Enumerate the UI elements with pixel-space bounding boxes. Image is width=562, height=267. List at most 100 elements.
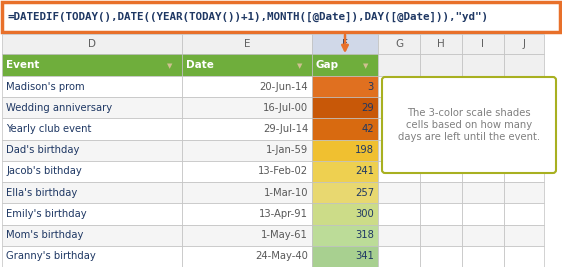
Bar (2, 97, 182, 119)
Text: Gap: Gap (316, 60, 339, 70)
Bar (462, 225, 504, 246)
Bar (182, 119, 312, 140)
Bar (504, 97, 544, 119)
Text: ▼: ▼ (363, 63, 369, 69)
Bar (378, 54, 420, 76)
Bar (312, 97, 378, 119)
Bar (378, 246, 420, 267)
Text: I: I (482, 39, 484, 49)
Bar (182, 225, 312, 246)
Bar (462, 182, 504, 203)
Bar (2, 203, 182, 225)
Text: 24-May-40: 24-May-40 (255, 252, 308, 261)
Bar (2, 76, 182, 97)
Text: 198: 198 (355, 145, 374, 155)
Bar (462, 34, 504, 54)
Bar (420, 182, 462, 203)
Bar (2, 161, 182, 182)
Bar (2, 2, 560, 32)
Bar (504, 225, 544, 246)
Text: Dad's birthday: Dad's birthday (6, 145, 79, 155)
Bar (2, 54, 182, 76)
Text: 16-Jul-00: 16-Jul-00 (263, 103, 308, 113)
Bar (182, 54, 312, 76)
Text: Date: Date (186, 60, 214, 70)
Bar (378, 203, 420, 225)
Bar (420, 54, 462, 76)
Bar (420, 76, 462, 97)
FancyBboxPatch shape (382, 77, 556, 173)
Bar (462, 119, 504, 140)
Text: 13-Apr-91: 13-Apr-91 (259, 209, 308, 219)
Text: 257: 257 (355, 188, 374, 198)
Bar (420, 140, 462, 161)
Text: 1-Mar-10: 1-Mar-10 (264, 188, 308, 198)
Bar (378, 34, 420, 54)
Bar (2, 246, 182, 267)
Bar (462, 161, 504, 182)
Bar (182, 246, 312, 267)
Bar (420, 34, 462, 54)
Bar (462, 140, 504, 161)
Text: 1-May-61: 1-May-61 (261, 230, 308, 240)
Bar (420, 225, 462, 246)
Bar (504, 182, 544, 203)
Bar (420, 97, 462, 119)
Bar (504, 161, 544, 182)
Text: Madison's prom: Madison's prom (6, 82, 85, 92)
Text: Jacob's bithday: Jacob's bithday (6, 167, 81, 176)
Text: G: G (395, 39, 403, 49)
Bar (312, 76, 378, 97)
Text: E: E (244, 39, 250, 49)
Text: 300: 300 (355, 209, 374, 219)
Bar (182, 203, 312, 225)
Bar (182, 34, 312, 54)
Bar (504, 54, 544, 76)
Bar (182, 182, 312, 203)
Text: Emily's birthday: Emily's birthday (6, 209, 87, 219)
Bar (2, 140, 182, 161)
Text: Mom's birthday: Mom's birthday (6, 230, 83, 240)
Bar (182, 97, 312, 119)
Bar (182, 76, 312, 97)
Text: 13-Feb-02: 13-Feb-02 (258, 167, 308, 176)
Bar (420, 203, 462, 225)
Bar (378, 97, 420, 119)
Text: 29-Jul-14: 29-Jul-14 (263, 124, 308, 134)
Text: Yearly club event: Yearly club event (6, 124, 92, 134)
Bar (504, 140, 544, 161)
Text: 3: 3 (368, 82, 374, 92)
Text: F: F (342, 39, 348, 49)
Bar (420, 246, 462, 267)
Bar (504, 246, 544, 267)
Bar (378, 161, 420, 182)
Text: 42: 42 (361, 124, 374, 134)
Text: 341: 341 (355, 252, 374, 261)
Bar (504, 34, 544, 54)
Bar (378, 140, 420, 161)
Text: The 3-color scale shades
cells based on how many
days are left until the event.: The 3-color scale shades cells based on … (398, 108, 540, 142)
Text: ▼: ▼ (167, 63, 173, 69)
Bar (2, 34, 182, 54)
Bar (312, 119, 378, 140)
Text: Ella's birthday: Ella's birthday (6, 188, 77, 198)
Text: =DATEDIF(TODAY(),DATE((YEAR(TODAY())+1),MONTH([@Date]),DAY([@Date])),"yd"): =DATEDIF(TODAY(),DATE((YEAR(TODAY())+1),… (8, 12, 489, 22)
Bar (312, 34, 378, 54)
Text: J: J (523, 39, 525, 49)
Bar (462, 246, 504, 267)
Bar (504, 119, 544, 140)
Text: 29: 29 (361, 103, 374, 113)
Bar (378, 182, 420, 203)
Bar (2, 225, 182, 246)
Text: H: H (437, 39, 445, 49)
Text: ▼: ▼ (297, 63, 303, 69)
Bar (312, 140, 378, 161)
Bar (182, 140, 312, 161)
Bar (378, 119, 420, 140)
Bar (378, 76, 420, 97)
Bar (312, 54, 378, 76)
Bar (504, 203, 544, 225)
Bar (182, 161, 312, 182)
Text: 318: 318 (355, 230, 374, 240)
Bar (420, 119, 462, 140)
